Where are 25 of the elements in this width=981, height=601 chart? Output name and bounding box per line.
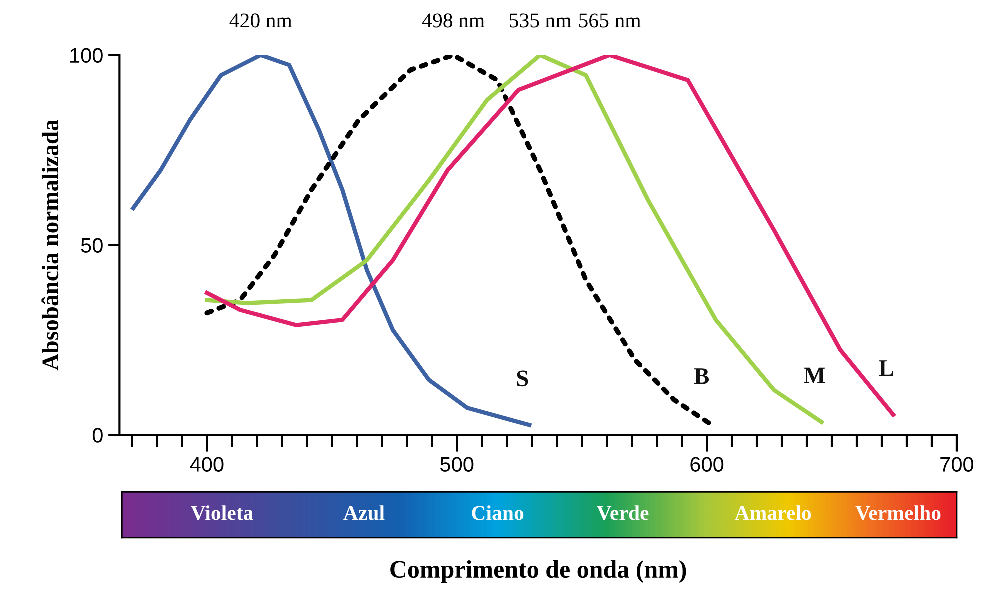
text: Ciano xyxy=(472,506,524,520)
series-label: B xyxy=(694,368,710,384)
series-label: L xyxy=(879,360,894,376)
series-label: S xyxy=(517,370,528,387)
x-tick-label: 700 xyxy=(940,457,974,472)
text: 535 nm xyxy=(510,14,572,28)
y-tick-label: 50 xyxy=(81,238,103,253)
line-series xyxy=(204,55,712,426)
y-tick-label: 0 xyxy=(92,428,103,443)
y-axis-title: Absobância normalizada xyxy=(42,120,59,371)
x-axis-title: Comprimento de onda (nm) xyxy=(390,560,686,584)
text: Azul xyxy=(344,506,385,520)
x-tick-label: 400 xyxy=(190,457,224,472)
x-tick-label: 600 xyxy=(690,457,724,472)
text: 565 nm xyxy=(579,14,642,28)
x-tick-label: 500 xyxy=(440,457,474,472)
y-tick-label: 100 xyxy=(70,48,103,64)
text: Amarelo xyxy=(734,506,812,520)
series-label: M xyxy=(804,368,826,384)
text: Violeta xyxy=(191,506,254,520)
text: 498 nm xyxy=(422,14,485,28)
text: 420 nm xyxy=(230,14,292,28)
text: Verde xyxy=(597,506,649,520)
line-series xyxy=(131,55,532,428)
text: Vermelho xyxy=(856,506,941,520)
